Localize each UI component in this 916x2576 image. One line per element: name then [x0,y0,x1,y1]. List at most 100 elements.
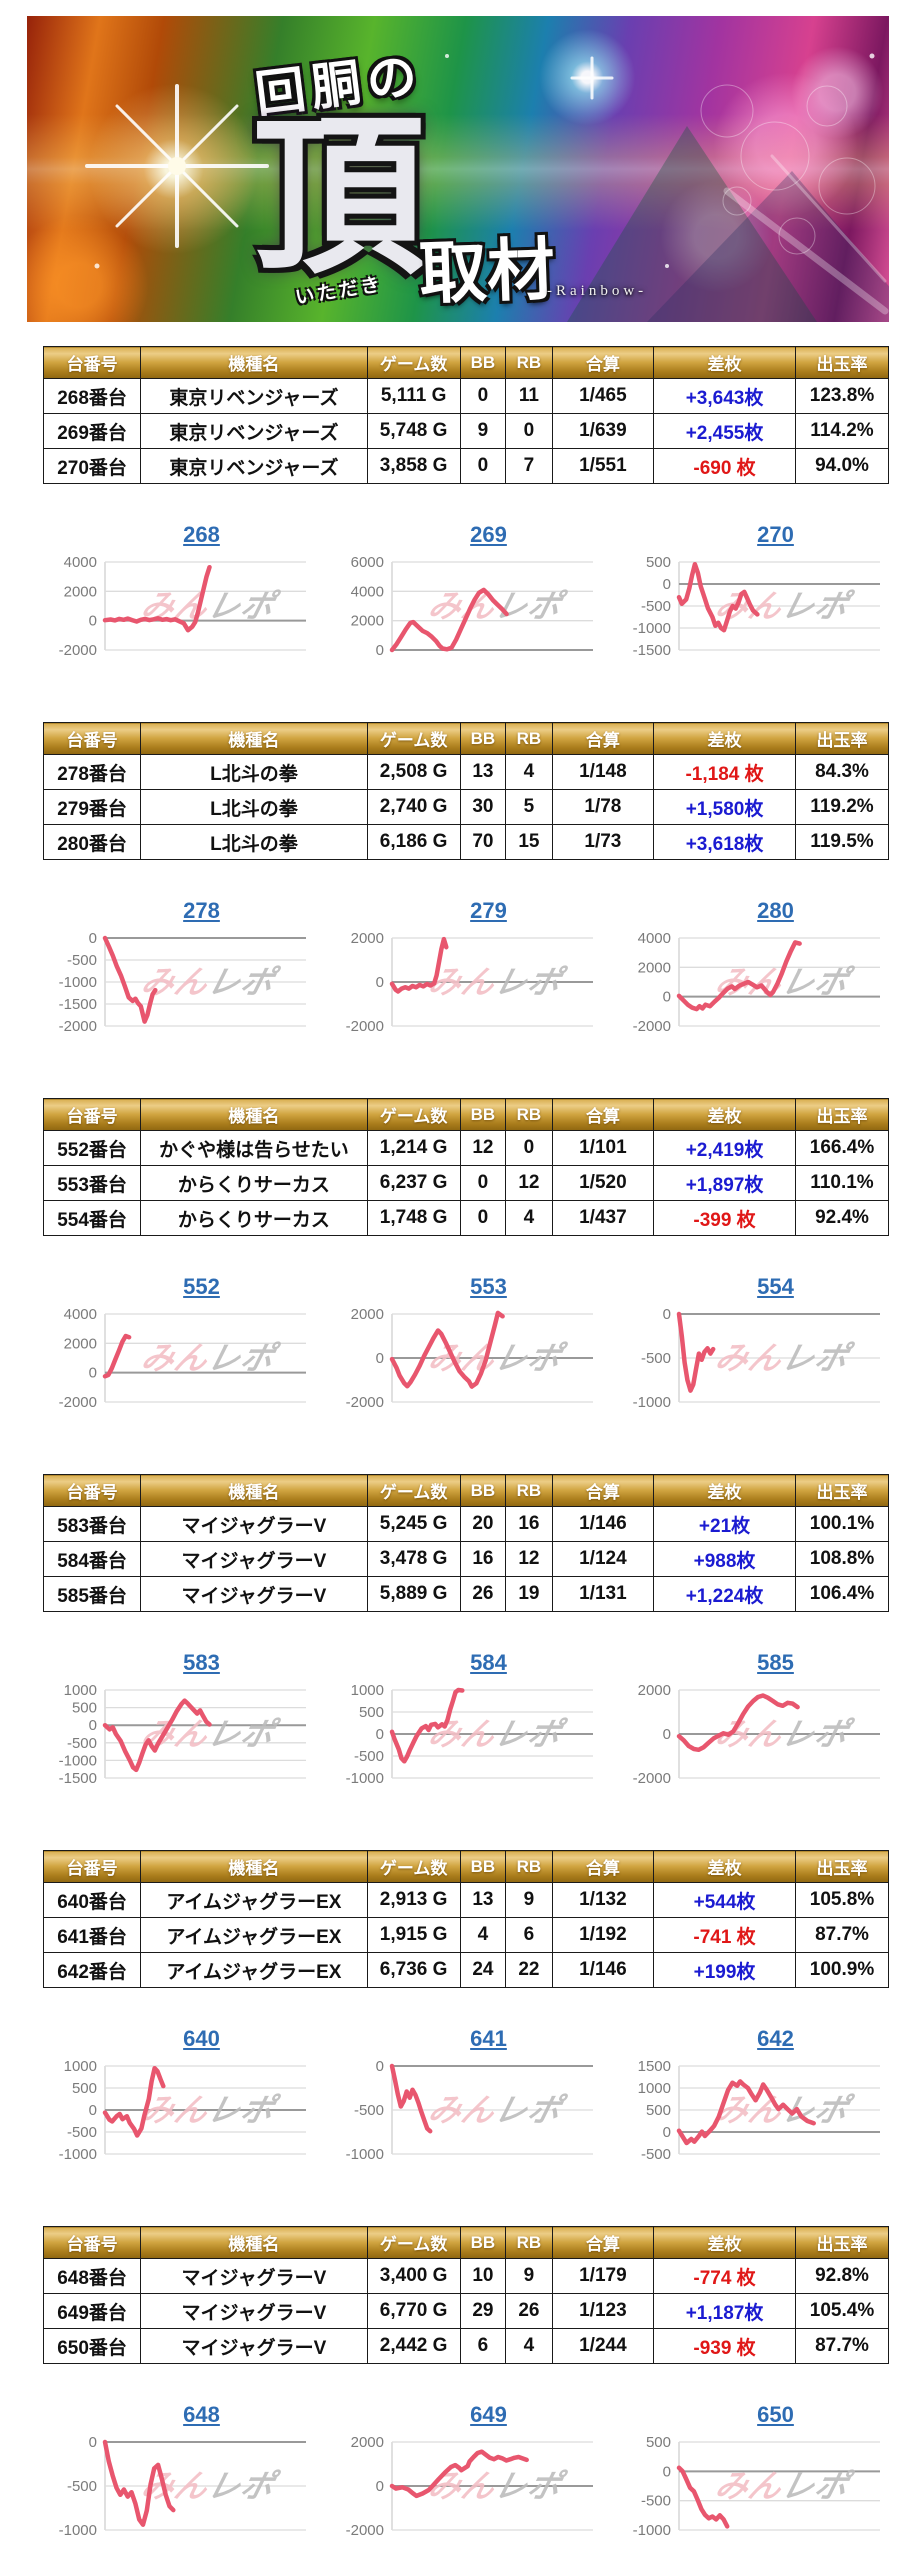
col-header-model: 機種名 [140,1850,368,1883]
machine-link[interactable]: 640 [183,2026,220,2051]
machine-number-cell: 553番台 [42,1165,142,1201]
slump-graph-svg: 2000 0 -2000 みんレポ [633,1682,880,1787]
svg-text:500: 500 [72,2080,97,2097]
svg-text:みんレポ: みんレポ [712,1340,857,1375]
payout-rate-cell: 105.4% [795,2293,889,2329]
machine-link[interactable]: 583 [183,1650,220,1675]
machine-link[interactable]: 641 [470,2026,507,2051]
svg-text:-500: -500 [641,598,671,615]
rb-cell: 0 [505,1130,553,1166]
bb-cell: 6 [459,2328,507,2364]
svg-text:500: 500 [359,1704,384,1721]
slump-graph-svg: 1500 1000 500 0 -500 みんレポ [638,2058,880,2163]
svg-text:1000: 1000 [638,2080,671,2097]
diff-cell: -774 枚 [653,2258,797,2294]
machine-number-cell: 650番台 [42,2328,142,2364]
svg-text:2000: 2000 [351,613,384,630]
diff-cell: +199枚 [653,1952,797,1988]
svg-text:みんレポ: みんレポ [138,1340,283,1375]
machine-link[interactable]: 648 [183,2402,220,2427]
rb-cell: 11 [505,378,553,414]
machine-link[interactable]: 642 [757,2026,794,2051]
rb-cell: 9 [505,1882,553,1918]
svg-text:2000: 2000 [638,959,671,976]
machine-number-cell: 269番台 [42,413,142,449]
svg-text:0: 0 [663,1306,671,1323]
payout-rate-cell: 100.9% [795,1952,889,1988]
games-cell: 2,508 G [366,754,461,790]
banner-title-main: 頂 [253,102,425,294]
machine-number-cell: 640番台 [42,1882,142,1918]
table-header-row: 台番号 機種名 ゲーム数 BB RB 合算 差枚 出玉率 [42,1474,889,1507]
machine-number-cell: 583番台 [42,1506,142,1542]
col-header-bb: BB [459,1098,507,1131]
games-cell: 6,770 G [366,2293,461,2329]
col-header-bb: BB [459,346,507,379]
machine-number-cell: 554番台 [42,1200,142,1236]
table-row: 649番台 マイジャグラーV 6,770 G 29 26 1/123 +1,187枚 105.… [42,2293,889,2329]
machine-link[interactable]: 269 [470,522,507,547]
machine-link[interactable]: 554 [757,1274,794,1299]
svg-text:0: 0 [663,2124,671,2141]
col-header-machine: 台番号 [42,722,142,755]
machine-link[interactable]: 584 [470,1650,507,1675]
svg-text:2000: 2000 [638,1682,671,1699]
machine-link[interactable]: 268 [183,522,220,547]
svg-text:2000: 2000 [351,1306,384,1323]
machine-link[interactable]: 280 [757,898,794,923]
slump-graph: 553 2000 0 -2000 みんレポ [314,1274,601,1422]
machine-link[interactable]: 270 [757,522,794,547]
svg-text:-1000: -1000 [59,974,97,991]
svg-text:4000: 4000 [64,1306,97,1323]
col-header-model: 機種名 [140,722,368,755]
bb-cell: 13 [459,1882,507,1918]
games-cell: 3,400 G [366,2258,461,2294]
machine-link[interactable]: 553 [470,1274,507,1299]
payout-rate-cell: 123.8% [795,378,889,414]
machine-link[interactable]: 279 [470,898,507,923]
svg-text:-1000: -1000 [59,2146,97,2163]
col-header-machine: 台番号 [42,1850,142,1883]
svg-text:-500: -500 [67,2478,97,2495]
machine-link[interactable]: 278 [183,898,220,923]
combined-rate-cell: 1/639 [551,413,655,449]
svg-text:-1000: -1000 [59,2522,97,2539]
machine-number-cell: 280番台 [42,824,142,860]
svg-text:0: 0 [89,1717,97,1734]
machine-link[interactable]: 585 [757,1650,794,1675]
diff-cell: -690 枚 [653,448,797,484]
machine-link[interactable]: 650 [757,2402,794,2427]
col-header-games: ゲーム数 [366,2226,461,2259]
slump-graph-svg: 0 -500 -1000 みんレポ [633,1306,880,1411]
bb-cell: 29 [459,2293,507,2329]
col-header-machine: 台番号 [42,1474,142,1507]
combined-rate-cell: 1/192 [551,1917,655,1953]
svg-text:みんレポ: みんレポ [425,2468,570,2503]
col-header-diff: 差枚 [653,1098,797,1131]
model-name-cell: 東京リベンジャーズ [140,378,368,414]
charts-row: 583 1000 500 0 -500 -1000 -1500 みんレポ 584 1000 500… [27,1650,889,1798]
model-name-cell: L北斗の拳 [140,754,368,790]
col-header-combined: 合算 [551,1098,655,1131]
machine-link[interactable]: 552 [183,1274,220,1299]
games-cell: 6,736 G [366,1952,461,1988]
model-name-cell: マイジャグラーV [140,1506,368,1542]
machine-link[interactable]: 649 [470,2402,507,2427]
payout-rate-cell: 100.1% [795,1506,889,1542]
table-row: 584番台 マイジャグラーV 3,478 G 16 12 1/124 +988枚 108.8% [42,1541,889,1577]
model-name-cell: マイジャグラーV [140,2328,368,2364]
svg-text:-500: -500 [641,2493,671,2510]
machine-section: 台番号 機種名 ゲーム数 BB RB 合算 差枚 出玉率 640番台 アイムジャグラーEX 2,9… [0,1850,916,2174]
sparkle-icon [570,56,614,100]
bb-cell: 13 [459,754,507,790]
table-row: 268番台 東京リベンジャーズ 5,111 G 0 11 1/465 +3,643枚 123.… [42,378,889,414]
machine-number-cell: 279番台 [42,789,142,825]
col-header-games: ゲーム数 [366,1850,461,1883]
svg-text:みんレポ: みんレポ [138,964,283,999]
combined-rate-cell: 1/124 [551,1541,655,1577]
slump-graph: 585 2000 0 -2000 みんレポ [601,1650,888,1798]
bb-cell: 4 [459,1917,507,1953]
slump-graph: 552 4000 2000 0 -2000 みんレポ [27,1274,314,1422]
